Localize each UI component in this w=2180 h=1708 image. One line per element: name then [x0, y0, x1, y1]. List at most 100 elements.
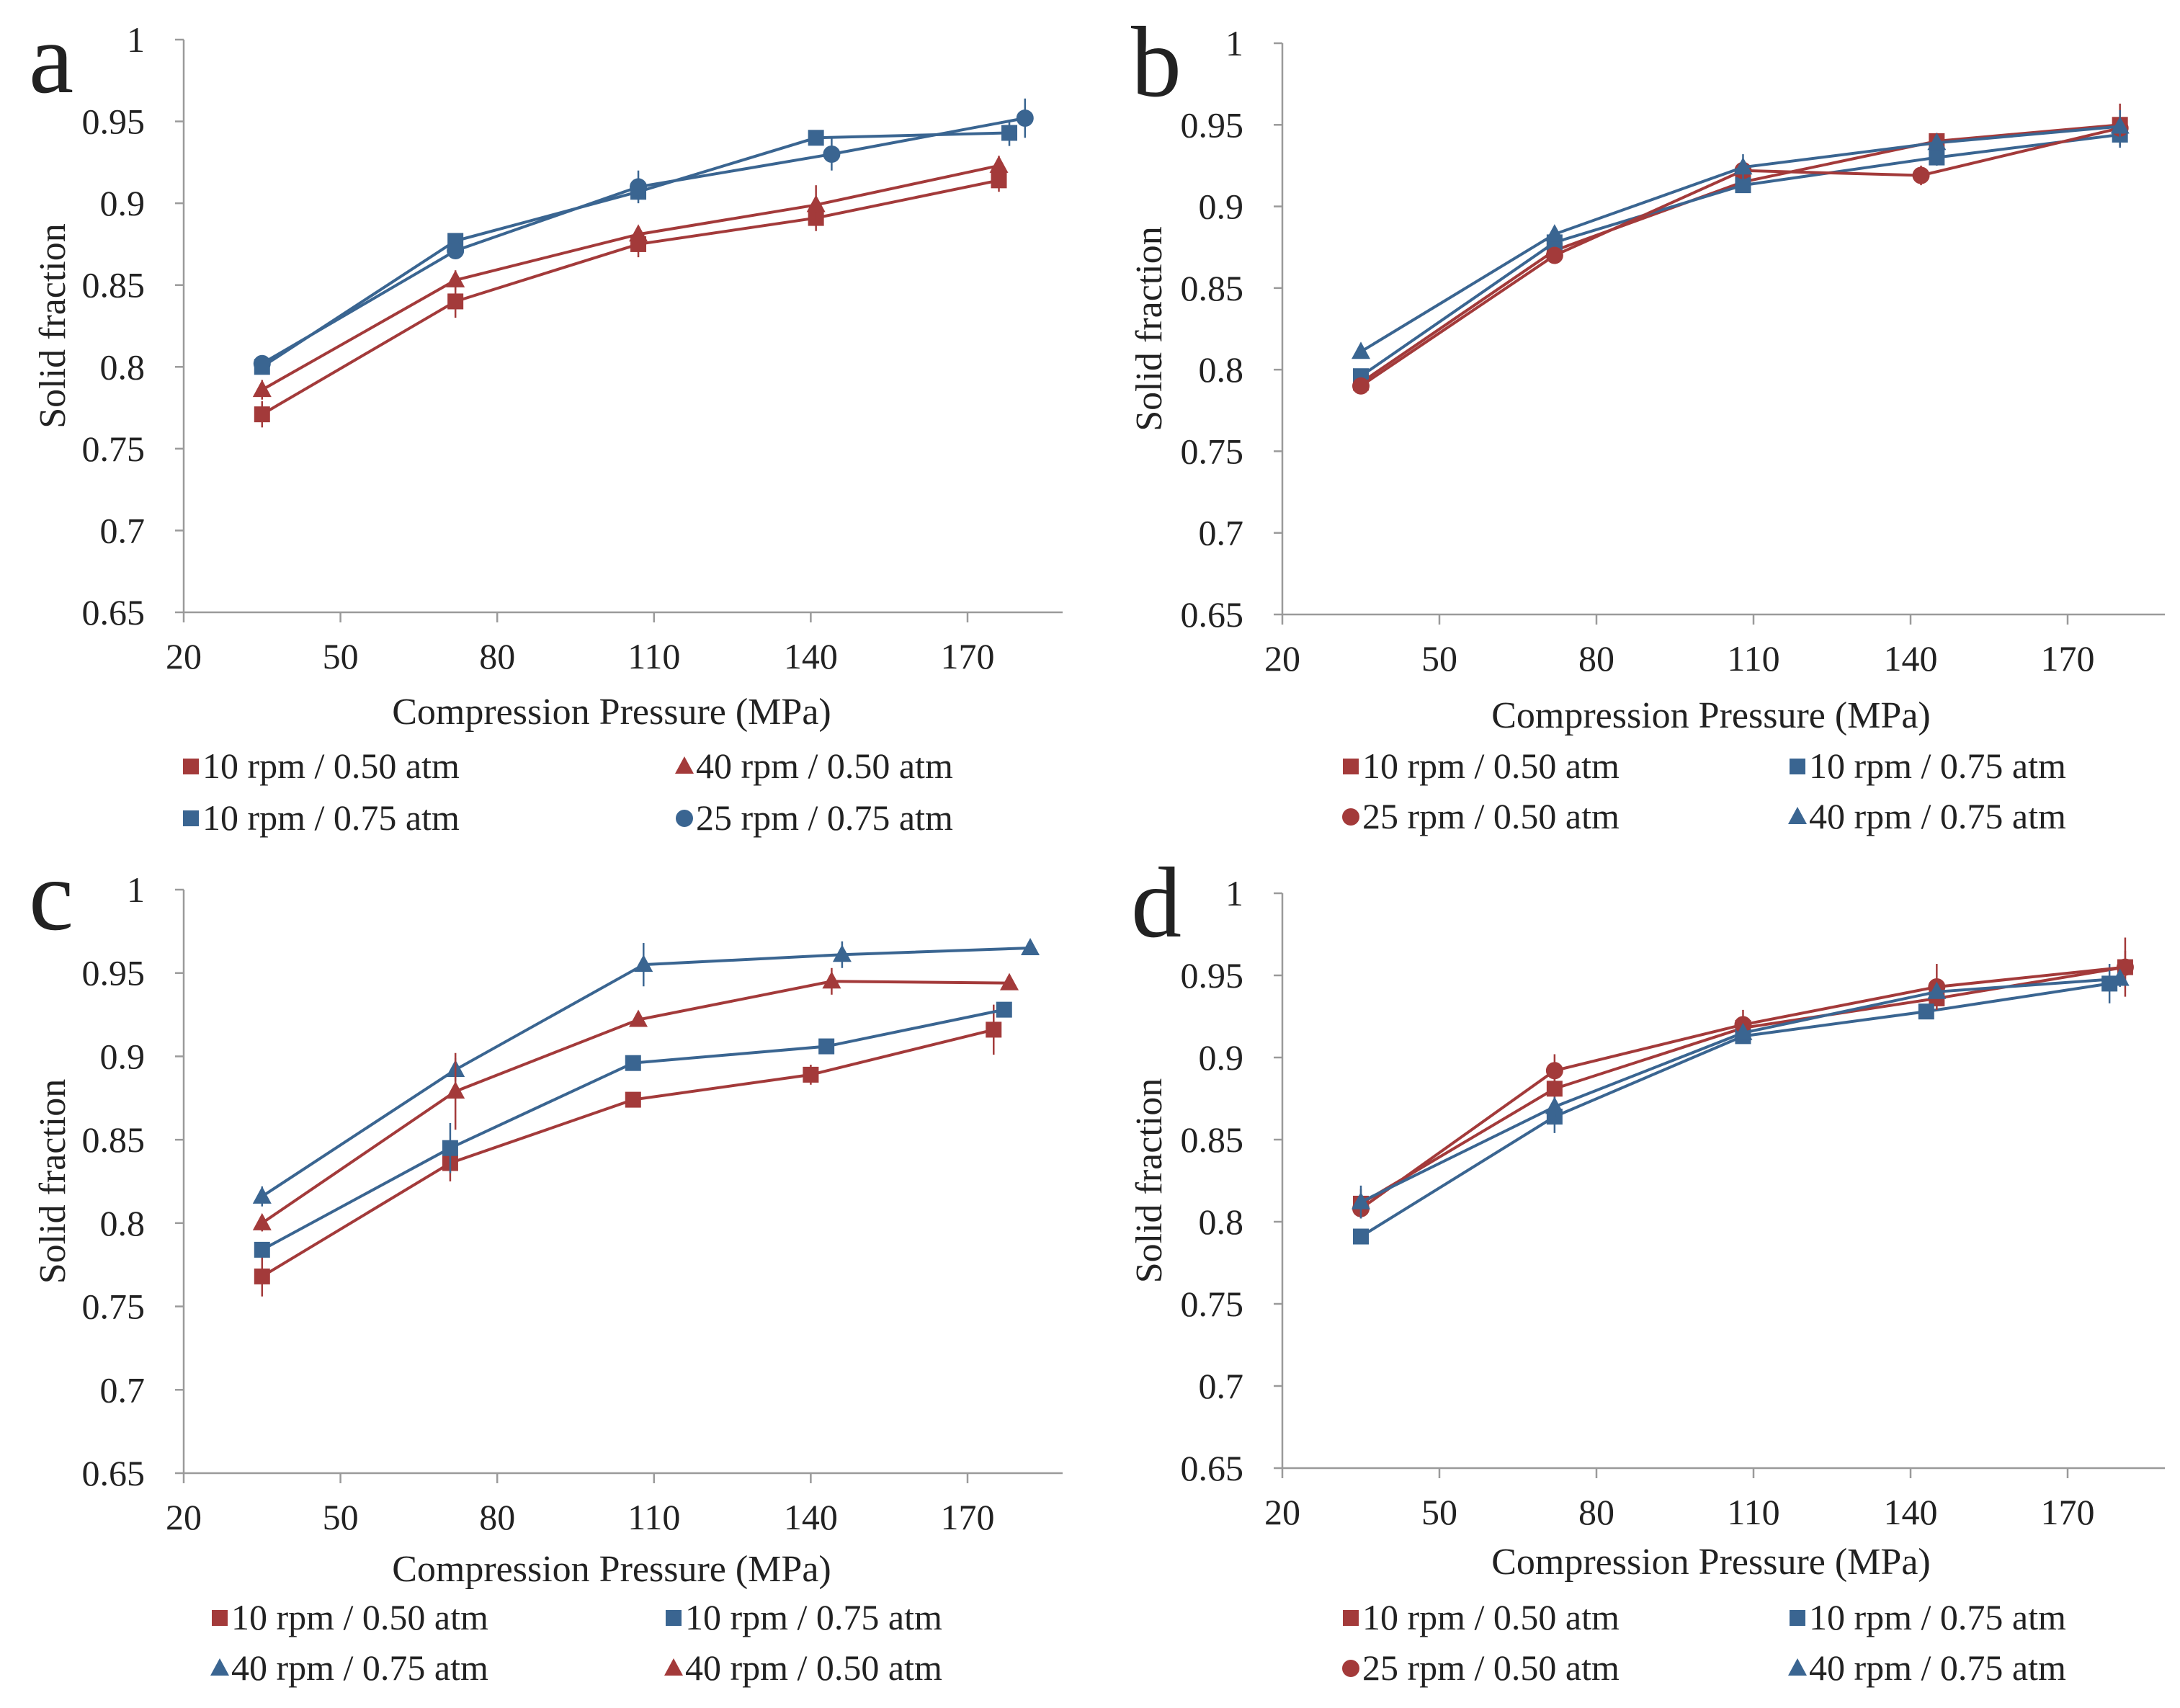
x-tick-label: 110: [1727, 1492, 1779, 1532]
legend-label: 40 rpm / 0.50 atm: [696, 746, 953, 786]
data-point: [442, 1140, 458, 1156]
y-tick-label: 0.75: [1181, 1284, 1244, 1324]
y-tick-label: 0.85: [82, 265, 146, 305]
y-tick-label: 0.9: [1199, 187, 1244, 227]
data-point: [986, 1021, 1002, 1038]
data-point: [1545, 246, 1563, 264]
y-tick-label: 0.9: [100, 183, 146, 223]
data-point: [2110, 116, 2130, 134]
legend-marker: [1788, 1658, 1807, 1676]
y-tick-label: 1: [1225, 873, 1243, 913]
legend-marker: [210, 1658, 229, 1676]
x-tick-label: 140: [1884, 638, 1938, 679]
y-tick-label: 0.85: [1181, 268, 1244, 308]
x-tick-label: 50: [323, 1497, 359, 1537]
x-tick-label: 80: [1578, 638, 1614, 679]
x-axis-title: Compression Pressure (MPa): [392, 692, 831, 733]
data-point: [1353, 1228, 1369, 1245]
y-tick-label: 0.7: [1199, 513, 1244, 553]
x-tick-label: 50: [323, 636, 359, 676]
chart-panel-b: 0.65 0.7 0.75 0.8 0.85 0.9 0.95 1 20 50 80 110 140 17…: [1129, 6, 2165, 836]
data-point: [1927, 981, 1947, 999]
legend-marker: [666, 1610, 682, 1626]
data-point: [1927, 133, 1947, 151]
legend-entry: 40 rpm / 0.75 atm: [1788, 1647, 2066, 1688]
legend-label: 10 rpm / 0.75 atm: [202, 797, 460, 838]
data-point: [634, 954, 653, 973]
y-tick-label: 1: [127, 869, 145, 910]
data-point: [1929, 149, 1945, 166]
y-tick-label: 1: [1225, 23, 1243, 63]
legend-entry: 10 rpm / 0.50 atm: [183, 746, 460, 786]
series-4: [1352, 109, 2130, 359]
y-tick-label: 0.75: [82, 1287, 146, 1327]
panel-letter: b: [1131, 6, 1181, 118]
series-2: [1353, 964, 2118, 1245]
x-tick-label: 170: [2041, 1492, 2095, 1532]
x-tick-label: 50: [1421, 1492, 1457, 1532]
data-point: [629, 224, 648, 242]
series-3: [1352, 950, 2134, 1217]
chart-panel-a: 0.65 0.7 0.75 0.8 0.85 0.9 0.95 1 20 50 80 110 140 17…: [29, 3, 1063, 838]
y-axis-title: Solid fraction: [1129, 1078, 1170, 1284]
y-axis-title: Solid fraction: [32, 1079, 73, 1284]
legend-marker: [183, 810, 199, 826]
y-tick-label: 0.7: [100, 1369, 146, 1410]
series-1: [254, 1004, 1002, 1297]
legend-entry: 40 rpm / 0.75 atm: [1788, 796, 2066, 836]
series-2: [1353, 121, 2128, 385]
data-point: [446, 269, 465, 287]
data-point: [1918, 1003, 1934, 1020]
chart-panel-d: 0.65 0.7 0.75 0.8 0.85 0.9 0.95 1 20 50 80 110 140 17…: [1129, 847, 2165, 1688]
y-tick-label: 0.7: [100, 510, 146, 550]
legend-entry: 25 rpm / 0.50 atm: [1342, 1647, 1620, 1688]
legend-marker: [1343, 1610, 1359, 1626]
x-tick-label: 140: [784, 636, 838, 676]
legend-entry: 25 rpm / 0.50 atm: [1342, 796, 1620, 836]
legend-marker: [212, 1610, 228, 1626]
series-3: [1352, 118, 2129, 395]
data-point: [252, 1186, 272, 1204]
data-point: [818, 1038, 835, 1055]
data-point: [252, 1212, 272, 1230]
x-tick-label: 110: [627, 1497, 680, 1537]
series-line: [1359, 965, 2126, 1210]
legend-label: 10 rpm / 0.50 atm: [202, 746, 460, 786]
x-tick-label: 170: [941, 636, 995, 676]
data-point: [2110, 968, 2130, 986]
x-tick-label: 50: [1421, 638, 1457, 679]
data-point: [1000, 973, 1019, 991]
y-tick-label: 0.85: [82, 1119, 146, 1160]
x-tick-label: 80: [1578, 1492, 1614, 1532]
y-tick-label: 0.75: [82, 429, 146, 469]
legend-marker: [1790, 1610, 1805, 1626]
y-axis-title: Solid fraction: [1129, 226, 1170, 432]
y-tick-label: 0.95: [1181, 955, 1244, 996]
y-tick-label: 0.85: [1181, 1119, 1244, 1160]
x-tick-label: 20: [1264, 638, 1300, 679]
legend-entry: 25 rpm / 0.75 atm: [676, 797, 953, 838]
data-point: [446, 1081, 465, 1099]
x-tick-label: 170: [941, 1497, 995, 1537]
data-point: [1546, 1081, 1563, 1097]
series-line: [261, 179, 999, 416]
data-point: [1733, 1022, 1753, 1040]
data-point: [806, 195, 826, 213]
y-tick-label: 0.9: [1199, 1037, 1244, 1078]
series-line: [261, 947, 1031, 1198]
data-point: [254, 1241, 270, 1258]
y-tick-label: 0.8: [100, 1203, 146, 1243]
data-point: [1545, 224, 1564, 242]
legend-label: 25 rpm / 0.50 atm: [1362, 1647, 1620, 1688]
legend-entry: 10 rpm / 0.50 atm: [1343, 746, 1620, 786]
y-tick-label: 0.8: [1199, 1202, 1244, 1242]
x-tick-label: 20: [166, 1497, 202, 1537]
data-point: [822, 971, 841, 989]
series-line: [1359, 965, 2126, 1205]
x-tick-label: 20: [166, 636, 202, 676]
legend-label: 10 rpm / 0.50 atm: [1362, 1597, 1620, 1637]
panel-letter: a: [29, 3, 73, 115]
data-point: [1352, 377, 1370, 395]
data-point: [832, 944, 852, 962]
